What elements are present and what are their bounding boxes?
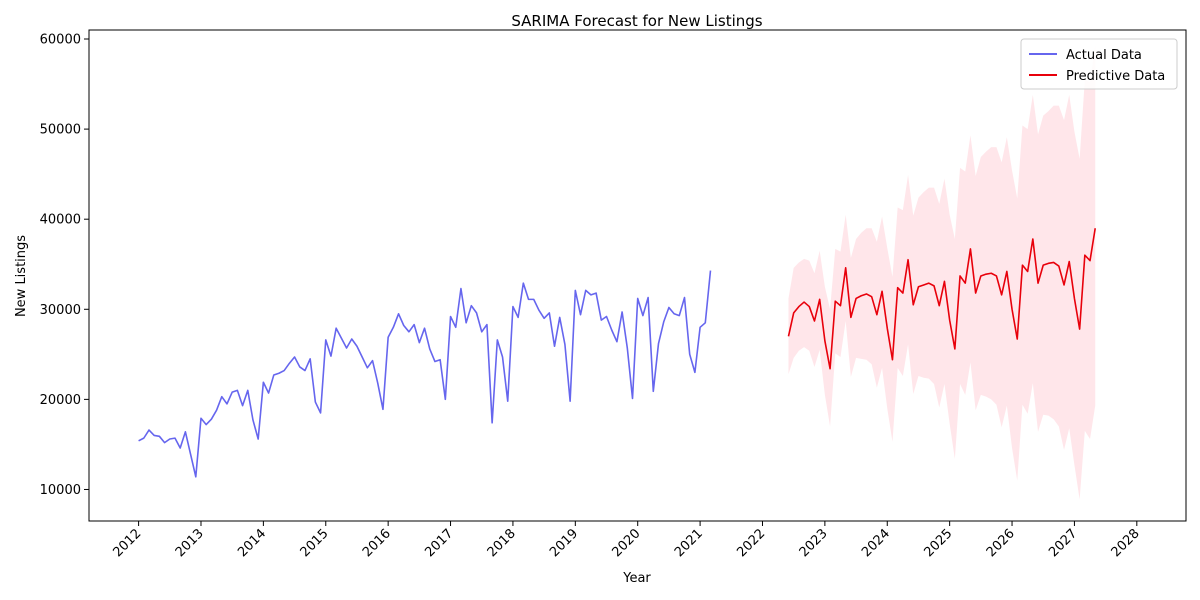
x-tick-label: 2016 <box>360 526 394 560</box>
x-tick-label: 2020 <box>610 526 644 560</box>
x-axis-title: Year <box>622 571 651 586</box>
x-axis: 2012 2013 2014 2015 2016 2017 2018 2019 2020 2021… <box>110 521 1143 560</box>
y-tick-label: 30000 <box>40 303 81 318</box>
y-tick-label: 40000 <box>40 213 81 228</box>
legend-box <box>1020 38 1178 90</box>
x-tick-label: 2019 <box>547 526 581 560</box>
confidence-band <box>788 45 1096 500</box>
legend: Actual Data Predictive Data <box>1020 38 1178 90</box>
x-tick-label: 2015 <box>298 526 332 560</box>
legend-label-actual: Actual Data <box>1066 48 1142 63</box>
x-tick-label: 2025 <box>921 526 955 560</box>
x-tick-label: 2017 <box>422 526 456 560</box>
plot-area <box>138 45 1097 500</box>
x-tick-label: 2027 <box>1046 526 1080 560</box>
chart-title: SARIMA Forecast for New Listings <box>511 12 762 30</box>
series-line-predictive <box>787 228 1097 370</box>
legend-label-predictive: Predictive Data <box>1066 69 1165 84</box>
x-tick-label: 2014 <box>235 526 269 560</box>
x-tick-label: 2026 <box>984 526 1018 560</box>
y-tick-label: 60000 <box>40 33 81 48</box>
y-tick-label: 50000 <box>40 123 81 138</box>
y-axis: 10000 20000 30000 40000 50000 60000 <box>40 33 89 498</box>
y-tick-label: 10000 <box>40 483 81 498</box>
x-tick-label: 2024 <box>859 526 893 560</box>
x-tick-label: 2022 <box>734 526 768 560</box>
y-tick-label: 20000 <box>40 393 81 408</box>
x-tick-label: 2023 <box>797 526 831 560</box>
x-tick-label: 2013 <box>173 526 207 560</box>
x-tick-label: 2028 <box>1109 526 1143 560</box>
series-line-actual <box>138 270 712 478</box>
x-tick-label: 2012 <box>110 526 144 560</box>
x-tick-label: 2018 <box>485 526 519 560</box>
x-tick-label: 2021 <box>672 526 706 560</box>
y-axis-title: New Listings <box>14 235 29 317</box>
